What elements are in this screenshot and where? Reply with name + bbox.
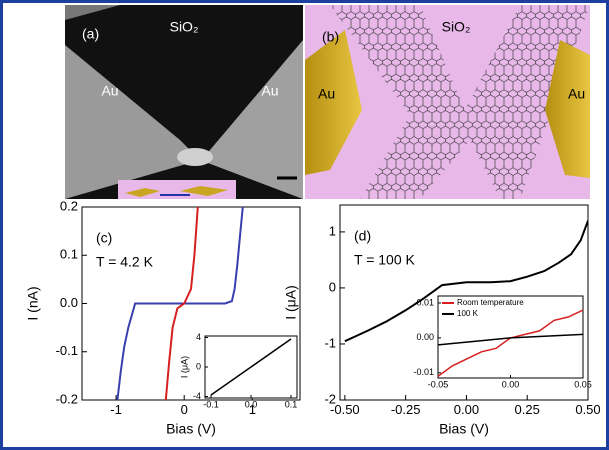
x-tick-label: 0.50 (575, 402, 600, 417)
annotation: T = 4.2 K (96, 254, 154, 270)
sem-image: (a) SiO₂ Au Au (65, 5, 303, 199)
panel-label: (b) (322, 29, 339, 45)
figure: (a) SiO₂ Au Au (b) SiO₂ Au Au -1 0 1 0.2 0.1… (0, 0, 609, 450)
y-tick-label: 0.2 (60, 198, 78, 213)
label: Au (101, 83, 118, 99)
y-axis-label: I (μA) (283, 285, 299, 320)
x-tick-label: 0.05 (574, 380, 592, 390)
panel-label: (a) (82, 26, 99, 42)
y-tick-label: 0.01 (416, 297, 434, 307)
x-tick-label: 0.0 (245, 400, 258, 410)
x-tick-label: 0.00 (454, 402, 479, 417)
label: SiO₂ (170, 19, 199, 35)
y-tick-label: 0 (196, 361, 201, 371)
x-axis-label: Bias (V) (439, 421, 489, 437)
x-tick-label: -0.1 (203, 400, 219, 410)
y-tick-label: -1 (324, 335, 336, 350)
y-tick-label: 0.00 (416, 332, 434, 342)
chart: -0.05 0.00 0.05 0.01 0.00 -0.01 Room temperatu… (413, 296, 591, 390)
legend-label: Room temperature (457, 298, 524, 307)
panel-label: (c) (96, 230, 112, 246)
page: { "images": [ {"label": "(a)", "texts": … (0, 0, 609, 450)
label: Au (318, 86, 335, 102)
y-tick-label: 4 (196, 332, 201, 342)
y-tick-label: -0.1 (56, 343, 78, 358)
schematic-image: (b) SiO₂ Au Au (305, 5, 590, 199)
y-tick-label: -2 (324, 391, 336, 406)
x-tick-label: 0.1 (285, 400, 298, 410)
y-tick-label: 0.1 (60, 247, 78, 262)
y-axis-label: I (nA) (25, 286, 41, 320)
label: Au (568, 86, 585, 102)
y-tick-label: -0.01 (413, 367, 434, 377)
x-axis-label: Bias (V) (166, 421, 216, 437)
x-tick-label: -0.05 (428, 380, 449, 390)
label: SiO₂ (442, 19, 471, 35)
y-axis-label: I (μA) (179, 356, 189, 378)
x-tick-label: 0.00 (502, 380, 520, 390)
x-tick-label: 0.25 (515, 402, 540, 417)
y-tick-label: 1 (329, 223, 336, 238)
panel-label: (d) (354, 228, 371, 244)
y-tick-label: -4 (193, 391, 201, 401)
annotation: T = 100 K (354, 252, 416, 268)
x-tick-label: -1 (110, 402, 122, 417)
y-tick-label: 0.0 (60, 295, 78, 310)
label: Au (261, 83, 278, 99)
x-tick-label: -0.25 (391, 402, 421, 417)
x-tick-label: 0 (181, 402, 188, 417)
y-tick-label: 0 (329, 279, 336, 294)
legend-label: 100 K (457, 309, 479, 318)
y-tick-label: -0.2 (56, 391, 78, 406)
